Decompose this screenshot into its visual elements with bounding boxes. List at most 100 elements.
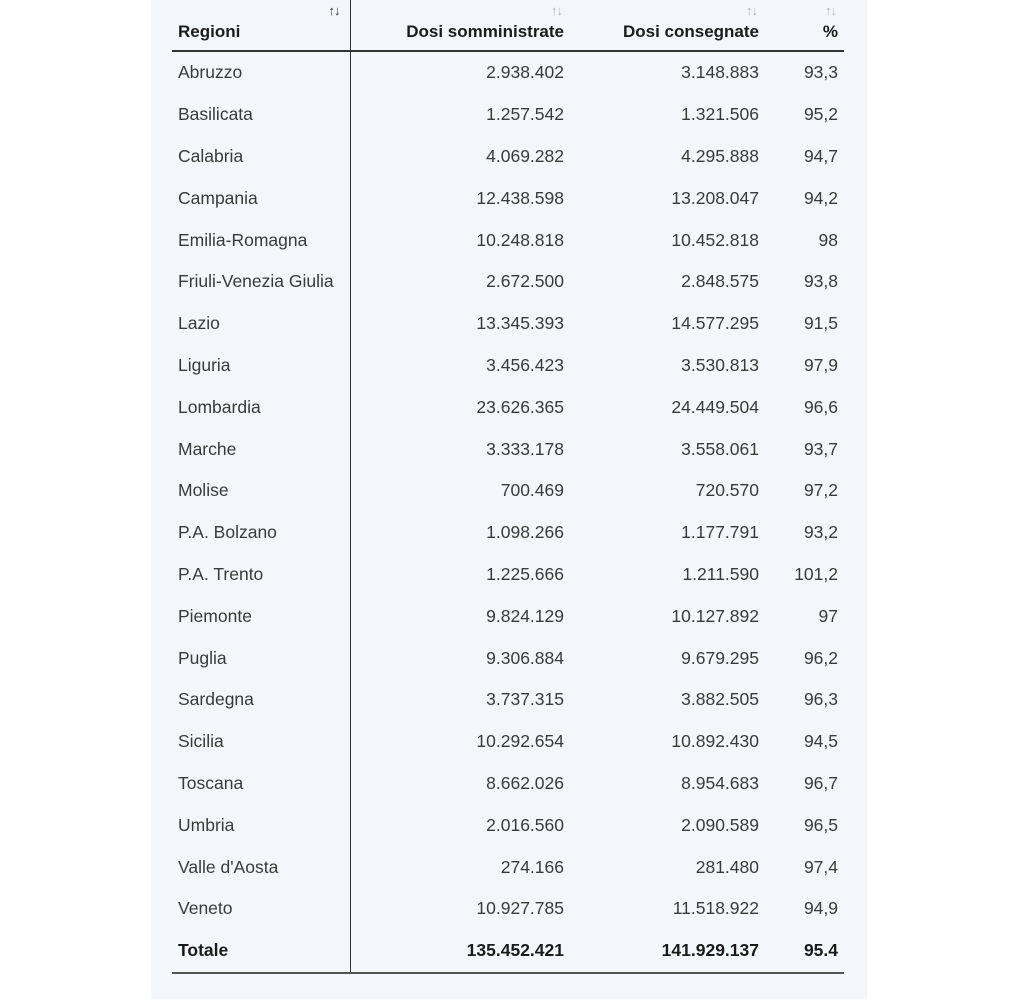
column-header-percent[interactable]: ↑↓ % — [765, 0, 844, 52]
region-cell: Sicilia — [172, 720, 351, 763]
dosi-consegnate-cell: 2.848.575 — [681, 271, 759, 292]
dosi-somministrate-cell: 274.166 — [500, 856, 564, 877]
dosi-somministrate-cell: 2.672.500 — [486, 271, 564, 292]
table-row: Basilicata 1.257.542 1.321.506 95,2 — [172, 93, 844, 136]
table-row: Molise 700.469 720.570 97,2 — [172, 469, 844, 512]
table-row: Lombardia 23.626.365 24.449.504 96,6 — [172, 386, 844, 429]
percent-cell: 97 — [818, 605, 838, 626]
table-row: Abruzzo 2.938.402 3.148.883 93,3 — [172, 51, 844, 94]
column-header-dosi-consegnate[interactable]: ↑↓ Dosi consegnate — [570, 0, 765, 52]
dosi-consegnate-cell: 13.208.047 — [671, 187, 759, 208]
dosi-somministrate-cell: 2.016.560 — [486, 814, 564, 835]
dosi-consegnate-cell: 3.558.061 — [681, 438, 759, 459]
dosi-consegnate-cell: 24.449.504 — [671, 396, 759, 417]
region-cell: Toscana — [172, 762, 351, 805]
percent-cell: 91,5 — [803, 313, 838, 334]
region-cell: Molise — [172, 469, 351, 512]
region-cell: Basilicata — [172, 93, 351, 136]
dosi-consegnate-cell: 3.882.505 — [681, 689, 759, 710]
dosi-somministrate-cell: 1.225.666 — [486, 563, 564, 584]
percent-cell: 96,5 — [803, 814, 838, 835]
column-header-label: % — [822, 22, 838, 41]
percent-cell: 94,9 — [803, 898, 838, 919]
percent-cell: 94,5 — [803, 731, 838, 752]
region-cell: Puglia — [172, 637, 351, 679]
region-cell: Piemonte — [172, 595, 351, 638]
table-header-row: ↑↓ Regioni ↑↓ Dosi somministrate ↑↓ Dosi… — [172, 0, 844, 52]
percent-cell: 94,2 — [803, 187, 838, 208]
dosi-consegnate-cell: 720.570 — [695, 480, 759, 501]
table-row: Veneto 10.927.785 11.518.922 94,9 — [172, 887, 844, 930]
region-cell: Lombardia — [172, 386, 351, 429]
table-row: P.A. Bolzano 1.098.266 1.177.791 93,2 — [172, 511, 844, 554]
table-row: Lazio 13.345.393 14.577.295 91,5 — [172, 302, 844, 345]
region-cell: Lazio — [172, 302, 351, 345]
dosi-somministrate-cell: 3.456.423 — [486, 354, 564, 375]
table-row: Emilia-Romagna 10.248.818 10.452.818 98 — [172, 219, 844, 261]
sort-arrows-icon[interactable]: ↑↓ — [825, 3, 837, 18]
sort-arrows-icon[interactable]: ↑↓ — [328, 3, 341, 18]
dosi-somministrate-cell: 12.438.598 — [476, 187, 564, 208]
dosi-somministrate-cell: 10.927.785 — [476, 898, 564, 919]
region-cell: Marche — [172, 428, 351, 470]
table-row: Sicilia 10.292.654 10.892.430 94,5 — [172, 720, 844, 763]
dosi-somministrate-cell: 3.333.178 — [486, 438, 564, 459]
dosi-somministrate-cell: 1.257.542 — [486, 104, 564, 125]
dosi-consegnate-cell: 3.530.813 — [681, 354, 759, 375]
dosi-somministrate-cell: 23.626.365 — [476, 396, 564, 417]
dosi-somministrate-cell: 9.306.884 — [486, 647, 564, 668]
dosi-consegnate-cell: 10.127.892 — [671, 605, 759, 626]
percent-cell: 96,7 — [803, 772, 838, 793]
table-row: Calabria 4.069.282 4.295.888 94,7 — [172, 135, 844, 178]
region-cell: Abruzzo — [172, 51, 351, 94]
dosi-somministrate-cell: 3.737.315 — [486, 689, 564, 710]
table-row: Piemonte 9.824.129 10.127.892 97 — [172, 595, 844, 638]
dosi-consegnate-cell: 4.295.888 — [681, 145, 759, 166]
column-header-label: Dosi somministrate — [406, 22, 564, 41]
dosi-somministrate-cell: 8.662.026 — [486, 772, 564, 793]
table-row: Toscana 8.662.026 8.954.683 96,7 — [172, 762, 844, 805]
region-cell: Valle d'Aosta — [172, 846, 351, 888]
dosi-consegnate-cell: 11.518.922 — [672, 898, 759, 919]
percent-cell: 95,2 — [803, 104, 838, 125]
dosi-consegnate-cell: 1.321.506 — [681, 104, 759, 125]
percent-cell: 94,7 — [803, 145, 838, 166]
dosi-consegnate-cell: 9.679.295 — [681, 647, 759, 668]
region-cell: Liguria — [172, 344, 351, 387]
dosi-somministrate-cell: 1.098.266 — [486, 522, 564, 543]
table-row: Valle d'Aosta 274.166 281.480 97,4 — [172, 846, 844, 888]
table-row: P.A. Trento 1.225.666 1.211.590 101,2 — [172, 553, 844, 596]
sort-arrows-icon[interactable]: ↑↓ — [551, 3, 563, 18]
region-cell: Emilia-Romagna — [172, 219, 351, 261]
dosi-somministrate-cell: 10.292.654 — [476, 731, 564, 752]
percent-cell: 93,8 — [803, 271, 838, 292]
dosi-somministrate-cell: 10.248.818 — [476, 229, 564, 250]
table-row: Campania 12.438.598 13.208.047 94,2 — [172, 177, 844, 220]
dosi-somministrate-cell: 9.824.129 — [486, 605, 564, 626]
sort-arrows-icon[interactable]: ↑↓ — [746, 3, 758, 18]
region-cell: Umbria — [172, 804, 351, 847]
column-header-regioni[interactable]: ↑↓ Regioni — [172, 0, 351, 52]
table-row: Liguria 3.456.423 3.530.813 97,9 — [172, 344, 844, 387]
total-label: Totale — [172, 929, 351, 974]
total-row: Totale 135.452.421 141.929.137 95.4 — [172, 929, 844, 974]
dosi-consegnate-cell: 10.892.430 — [671, 731, 759, 752]
dosi-somministrate-cell: 13.345.393 — [476, 313, 564, 334]
dosi-consegnate-cell: 10.452.818 — [671, 229, 759, 250]
region-cell: Campania — [172, 177, 351, 220]
total-dosi-somministrate: 135.452.421 — [350, 929, 570, 974]
percent-cell: 101,2 — [794, 563, 838, 584]
dosi-somministrate-cell: 2.938.402 — [486, 62, 564, 83]
vaccine-doses-table: ↑↓ Regioni ↑↓ Dosi somministrate ↑↓ Dosi… — [172, 0, 844, 974]
table-row: Marche 3.333.178 3.558.061 93,7 — [172, 428, 844, 470]
dosi-consegnate-cell: 8.954.683 — [681, 772, 759, 793]
percent-cell: 97,9 — [803, 354, 838, 375]
dosi-consegnate-cell: 14.577.295 — [671, 313, 759, 334]
percent-cell: 96,3 — [803, 689, 838, 710]
table-row: Umbria 2.016.560 2.090.589 96,5 — [172, 804, 844, 847]
percent-cell: 93,3 — [803, 62, 838, 83]
column-header-dosi-somministrate[interactable]: ↑↓ Dosi somministrate — [350, 0, 570, 52]
total-dosi-consegnate: 141.929.137 — [570, 929, 765, 974]
column-header-label: Dosi consegnate — [622, 22, 759, 41]
table-row: Puglia 9.306.884 9.679.295 96,2 — [172, 637, 844, 679]
